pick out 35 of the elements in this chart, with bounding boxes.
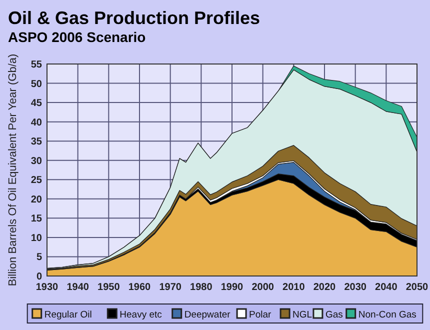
y-tick-label: 0 xyxy=(36,272,42,282)
y-tick-label: 15 xyxy=(30,214,42,225)
x-tick-label: 1990 xyxy=(220,282,244,293)
legend-label: Heavy etc xyxy=(120,310,162,320)
y-tick-label: 35 xyxy=(30,136,42,148)
y-tick-label: 25 xyxy=(30,175,42,186)
legend-label: Non-Con Gas xyxy=(358,310,417,320)
y-tick-label: 55 xyxy=(30,60,42,70)
y-tick-label: 10 xyxy=(30,232,42,244)
x-tick-label: 1960 xyxy=(128,282,152,293)
y-tick-label: 20 xyxy=(30,194,42,206)
legend-label: Deepwater xyxy=(184,310,230,320)
legend-label: NGL xyxy=(292,310,312,320)
legend-label: Gas xyxy=(325,310,344,320)
y-tick-label: 45 xyxy=(30,98,42,110)
x-tick-label: 1940 xyxy=(66,282,90,293)
x-tick-label: 2050 xyxy=(406,282,429,293)
x-tick-label: 2000 xyxy=(252,282,274,293)
x-tick-label: 1970 xyxy=(159,282,182,293)
x-tick-label: 2020 xyxy=(313,282,336,293)
chart-title: Oil & Gas Production Profiles xyxy=(8,8,260,28)
y-tick-label: 50 xyxy=(30,78,42,90)
x-tick-label: 2040 xyxy=(375,282,398,293)
y-tick-label: 5 xyxy=(36,252,42,264)
y-tick-label: 40 xyxy=(30,117,42,128)
y-axis-title: Billion Barrels Of Oil Equivalent Per Year (Gb/a) xyxy=(7,54,19,286)
x-tick-label: 1950 xyxy=(98,282,120,293)
y-tick-label: 30 xyxy=(30,156,42,167)
legend-label: Polar xyxy=(249,310,272,320)
x-tick-label: 1980 xyxy=(190,282,213,293)
legend-label: Regular Oil xyxy=(44,310,92,320)
x-tick-label: 2030 xyxy=(344,282,367,293)
x-tick-label: 2010 xyxy=(282,282,306,293)
x-tick-label: 1930 xyxy=(36,282,59,293)
chart-subtitle: ASPO 2006 Scenario xyxy=(8,29,146,45)
